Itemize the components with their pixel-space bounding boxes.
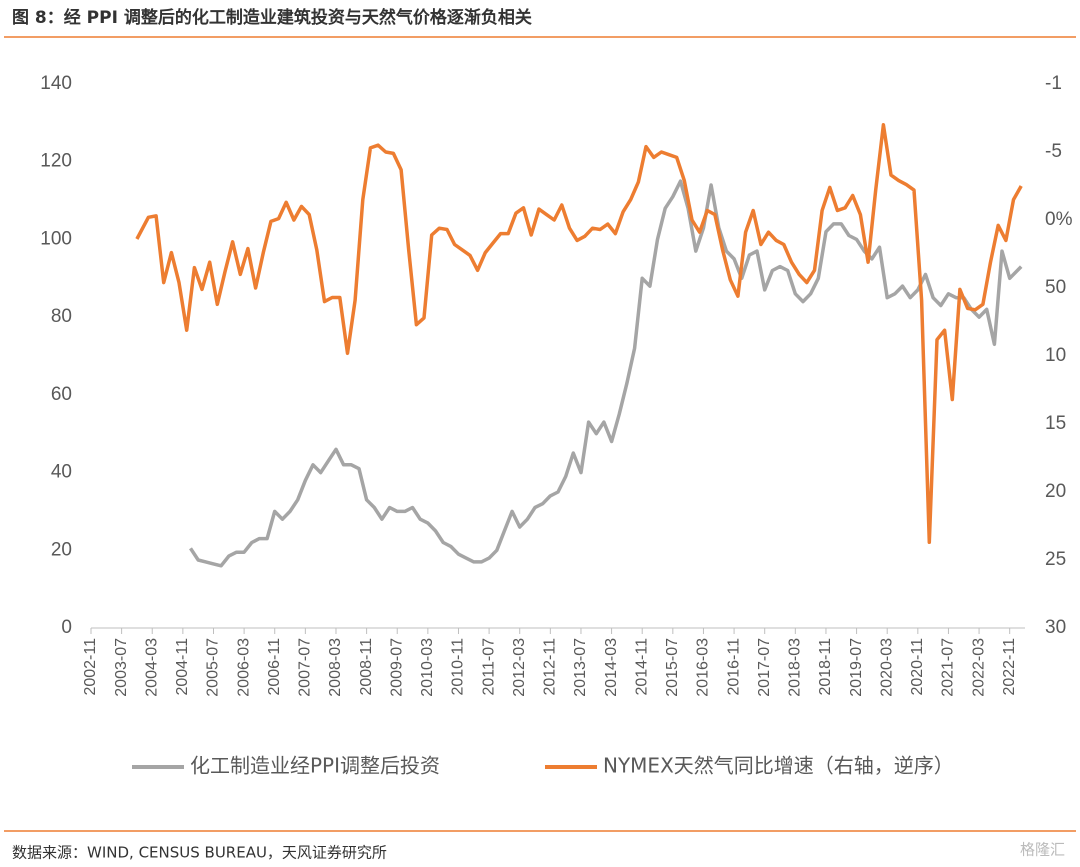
- y-tick-label: 60: [51, 384, 72, 405]
- x-tick-label: 2020-11: [909, 638, 926, 696]
- chart-title: 图 8：经 PPI 调整后的化工制造业建筑投资与天然气价格逐渐负相关: [12, 7, 532, 28]
- x-tick-label: 2017-07: [756, 638, 773, 697]
- series-line: [135, 123, 1023, 545]
- x-tick-label: 2003-07: [113, 638, 130, 697]
- x-tick-label: 2008-11: [358, 638, 375, 696]
- x-tick-label: 2009-07: [388, 638, 405, 697]
- x-tick-label: 2005-07: [205, 638, 222, 697]
- x-tick-label: 2021-07: [940, 638, 957, 697]
- x-tick-label: 2014-11: [633, 638, 650, 696]
- x-tick-label: 2010-03: [419, 638, 436, 697]
- x-tick-label: 2019-07: [848, 638, 865, 697]
- x-tick-label: 2018-03: [787, 638, 804, 697]
- x-tick-label: 2016-03: [695, 638, 712, 697]
- x-tick-label: 2014-03: [603, 638, 620, 697]
- x-tick-label: 2008-03: [327, 638, 344, 697]
- y-tick-label: 0: [61, 617, 72, 638]
- y2-tick-label: 30: [1045, 617, 1066, 638]
- y-tick-label: 20: [51, 539, 72, 560]
- watermark: 格隆汇: [1020, 841, 1065, 859]
- x-tick-label: 2022-11: [1001, 638, 1018, 696]
- x-tick-label: 2006-03: [235, 638, 252, 697]
- y-tick-label: 140: [40, 73, 72, 94]
- x-tick-label: 2004-11: [174, 638, 191, 696]
- x-tick-label: 2015-07: [664, 638, 681, 697]
- y2-tick-label: -5: [1045, 141, 1062, 162]
- y2-tick-label: 20: [1045, 481, 1066, 502]
- y2-tick-label: 15: [1045, 413, 1066, 434]
- y2-tick-label: 0%: [1045, 209, 1073, 230]
- y-tick-label: 80: [51, 306, 72, 327]
- x-tick-label: 2007-07: [297, 638, 314, 697]
- y-tick-label: 100: [40, 228, 72, 249]
- x-tick-label: 2018-11: [817, 638, 834, 696]
- legend-label: 化工制造业经PPI调整后投资: [190, 754, 440, 778]
- series-line: [189, 179, 1023, 568]
- x-tick-label: 2010-11: [450, 638, 467, 696]
- legend-label: NYMEX天然气同比增速（右轴，逆序）: [603, 754, 954, 778]
- x-tick-label: 2011-07: [480, 638, 497, 696]
- y-tick-label: 120: [40, 151, 72, 172]
- y2-tick-label: 50: [1045, 277, 1066, 298]
- x-tick-label: 2016-11: [725, 638, 742, 696]
- y2-tick-label: -1: [1045, 73, 1062, 94]
- x-tick-label: 2012-03: [511, 638, 528, 697]
- x-tick-label: 2012-11: [542, 638, 559, 696]
- x-tick-label: 2022-03: [970, 638, 987, 697]
- x-tick-label: 2013-07: [572, 638, 589, 697]
- x-tick-label: 2020-03: [878, 638, 895, 697]
- y2-tick-label: 10: [1045, 345, 1066, 366]
- x-tick-label: 2006-11: [266, 638, 283, 696]
- x-tick-label: 2002-11: [82, 638, 99, 696]
- y-tick-label: 40: [51, 462, 72, 483]
- source: 数据来源：WIND, CENSUS BUREAU，天风证券研究所: [12, 844, 387, 862]
- x-tick-label: 2004-03: [143, 638, 160, 697]
- y2-tick-label: 25: [1045, 549, 1066, 570]
